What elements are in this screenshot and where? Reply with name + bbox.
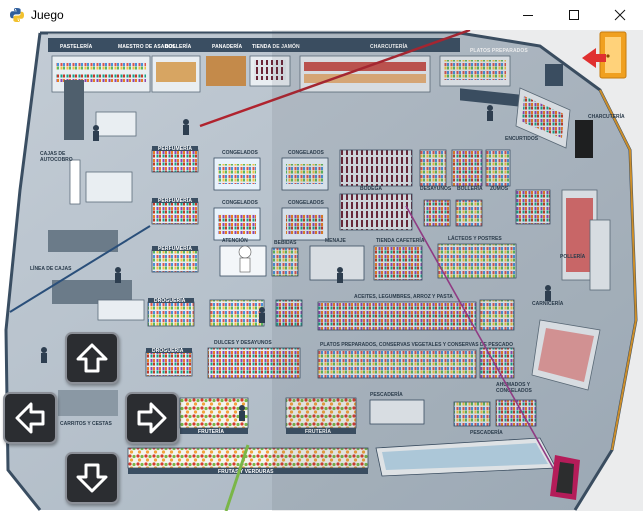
svg-text:BOLLERÍA: BOLLERÍA bbox=[457, 184, 483, 192]
svg-text:ZUMOS: ZUMOS bbox=[490, 186, 509, 192]
svg-text:DROGUERÍA: DROGUERÍA bbox=[154, 296, 186, 304]
svg-text:DESAYUNOS: DESAYUNOS bbox=[420, 186, 452, 192]
arrow-up-icon bbox=[76, 343, 108, 373]
svg-text:PERFUMERÍA: PERFUMERÍA bbox=[158, 244, 192, 252]
left-button[interactable] bbox=[3, 392, 57, 444]
svg-text:BEBIDAS: BEBIDAS bbox=[274, 240, 297, 246]
svg-text:PERFUMERÍA: PERFUMERÍA bbox=[158, 196, 192, 204]
svg-text:PLATOS PREPARADOS, CONSERVAS V: PLATOS PREPARADOS, CONSERVAS VEGETALES Y… bbox=[320, 342, 513, 348]
title-bar: Juego bbox=[0, 0, 643, 30]
svg-text:ACEITES, LEGUMBRES, ARROZ Y PA: ACEITES, LEGUMBRES, ARROZ Y PASTA bbox=[354, 294, 453, 300]
game-canvas[interactable]: PASTELERÍA MAESTRO DE ASADOS BOLLERÍA PA… bbox=[0, 30, 643, 511]
svg-text:DROGUERÍA: DROGUERÍA bbox=[152, 346, 184, 354]
python-icon bbox=[10, 8, 24, 22]
svg-text:CAJAS DE: CAJAS DE bbox=[40, 151, 66, 157]
svg-text:POLLERÍA: POLLERÍA bbox=[560, 252, 586, 260]
svg-text:FRUTAS Y VERDURAS: FRUTAS Y VERDURAS bbox=[218, 469, 274, 475]
svg-text:CONGELADOS: CONGELADOS bbox=[288, 150, 325, 156]
supermarket-map: PASTELERÍA MAESTRO DE ASADOS BOLLERÍA PA… bbox=[4, 30, 638, 511]
svg-text:PESCADERÍA: PESCADERÍA bbox=[470, 428, 503, 436]
svg-text:TIENDA CAFETERÍA: TIENDA CAFETERÍA bbox=[376, 236, 425, 244]
svg-text:FRUTERÍA: FRUTERÍA bbox=[305, 427, 331, 435]
exit-button[interactable] bbox=[580, 30, 630, 82]
close-button[interactable] bbox=[597, 0, 643, 30]
svg-text:TIENDA DE JAMÓN: TIENDA DE JAMÓN bbox=[252, 42, 300, 50]
svg-text:CHARCUTERÍA: CHARCUTERÍA bbox=[588, 112, 625, 120]
svg-text:PASTELERÍA: PASTELERÍA bbox=[60, 42, 93, 50]
close-icon bbox=[614, 9, 626, 21]
right-button[interactable] bbox=[125, 392, 179, 444]
svg-text:CONGELADOS: CONGELADOS bbox=[222, 150, 259, 156]
svg-text:PESCADERÍA: PESCADERÍA bbox=[370, 390, 403, 398]
svg-text:ATENCIÓN: ATENCIÓN bbox=[222, 236, 248, 244]
arrow-down-icon bbox=[76, 463, 108, 493]
svg-text:MENAJE: MENAJE bbox=[325, 238, 347, 244]
svg-text:LÍNEA DE CAJAS: LÍNEA DE CAJAS bbox=[30, 264, 72, 272]
svg-text:PANADERÍA: PANADERÍA bbox=[212, 42, 243, 50]
svg-text:AHUMADOS Y: AHUMADOS Y bbox=[496, 382, 531, 388]
svg-text:BODEGA: BODEGA bbox=[360, 186, 382, 192]
svg-text:PLATOS PREPARADOS: PLATOS PREPARADOS bbox=[470, 48, 528, 54]
svg-text:CARRITOS Y CESTAS: CARRITOS Y CESTAS bbox=[60, 421, 113, 427]
svg-text:BOLLERÍA: BOLLERÍA bbox=[165, 42, 192, 50]
svg-text:AUTOCOBRO: AUTOCOBRO bbox=[40, 157, 73, 163]
arrow-right-icon bbox=[137, 402, 167, 434]
minimize-icon bbox=[523, 15, 533, 16]
svg-text:FRUTERÍA: FRUTERÍA bbox=[198, 427, 224, 435]
arrow-left-icon bbox=[15, 402, 45, 434]
maximize-icon bbox=[569, 10, 579, 20]
svg-text:CONGELADOS: CONGELADOS bbox=[288, 200, 325, 206]
svg-text:PERFUMERÍA: PERFUMERÍA bbox=[158, 144, 192, 152]
maximize-button[interactable] bbox=[551, 0, 597, 30]
down-button[interactable] bbox=[65, 452, 119, 504]
minimize-button[interactable] bbox=[505, 0, 551, 30]
svg-text:LÁCTEOS Y POSTRES: LÁCTEOS Y POSTRES bbox=[448, 235, 502, 242]
exit-door-icon bbox=[582, 31, 627, 79]
svg-text:MAESTRO DE ASADOS: MAESTRO DE ASADOS bbox=[118, 44, 176, 50]
svg-text:CONGELADOS: CONGELADOS bbox=[222, 200, 259, 206]
window-title: Juego bbox=[31, 8, 64, 22]
svg-text:CONGELADOS: CONGELADOS bbox=[496, 388, 533, 394]
svg-text:CHARCUTERÍA: CHARCUTERÍA bbox=[370, 42, 408, 50]
up-button[interactable] bbox=[65, 332, 119, 384]
svg-text:DULCES Y DESAYUNOS: DULCES Y DESAYUNOS bbox=[214, 340, 272, 346]
svg-text:CARNICERÍA: CARNICERÍA bbox=[532, 299, 564, 307]
svg-text:ENCURTIDOS: ENCURTIDOS bbox=[505, 136, 539, 142]
